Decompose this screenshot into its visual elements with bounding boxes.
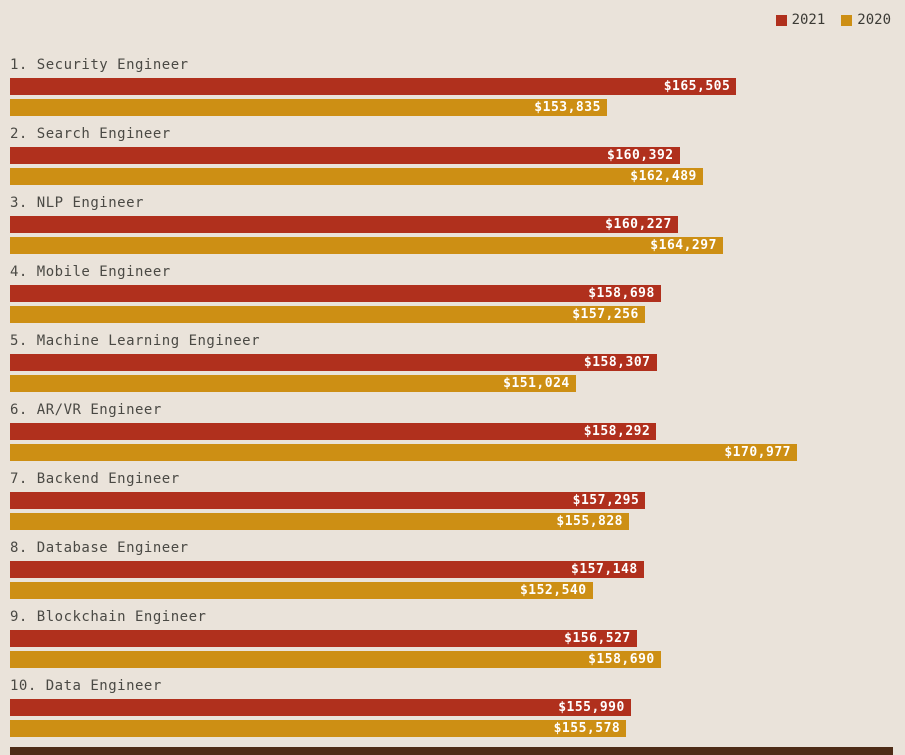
bar-2020: $162,489 xyxy=(10,168,703,185)
legend-item-2020: 2020 xyxy=(841,12,891,28)
bottom-strip xyxy=(10,747,893,755)
bar-group: 10. Data Engineer $155,990 $155,578 xyxy=(10,677,897,737)
bar-2020: $170,977 xyxy=(10,444,797,461)
bar-group: 1. Security Engineer $165,505 $153,835 xyxy=(10,56,897,116)
bar-value-label: $155,828 xyxy=(556,514,624,529)
bar-group: 3. NLP Engineer $160,227 $164,297 xyxy=(10,194,897,254)
bar-2020: $155,578 xyxy=(10,720,627,737)
legend-swatch-2020 xyxy=(841,14,853,26)
bar-2021: $157,295 xyxy=(10,492,646,509)
category-label: 5. Machine Learning Engineer xyxy=(10,333,261,349)
bar-group: 2. Search Engineer $160,392 $162,489 xyxy=(10,125,897,185)
bar-value-label: $152,540 xyxy=(519,583,587,598)
category-label: 3. NLP Engineer xyxy=(10,195,144,211)
bar-value-label: $157,148 xyxy=(571,562,638,577)
bar-value-label: $151,024 xyxy=(503,376,570,391)
bar-2020: $155,828 xyxy=(10,513,630,530)
bar-2020: $157,256 xyxy=(10,306,645,323)
bar-group: 6. AR/VR Engineer $158,292 $170,977 xyxy=(10,401,897,461)
legend-item-2021: 2021 xyxy=(775,12,826,28)
bar-chart: 1. Security Engineer $165,505 $153,835 2. S… xyxy=(10,56,897,746)
bar-value-label: $164,297 xyxy=(650,238,717,253)
bar-value-label: $156,527 xyxy=(564,631,631,646)
category-label: 10. Data Engineer xyxy=(10,678,162,694)
bar-value-label: $158,690 xyxy=(588,652,655,667)
bar-group: 9. Blockchain Engineer $156,527 $158,690 xyxy=(10,608,897,668)
bar-value-label: $153,835 xyxy=(534,100,601,115)
bar-value-label: $162,489 xyxy=(630,169,697,184)
category-label: 1. Security Engineer xyxy=(10,57,189,73)
bar-value-label: $157,295 xyxy=(572,493,640,508)
bar-value-label: $157,256 xyxy=(572,307,639,322)
bar-value-label: $158,698 xyxy=(588,286,655,301)
category-label: 2. Search Engineer xyxy=(10,126,171,142)
bar-2021: $156,527 xyxy=(10,630,637,647)
chart-legend: 2021 2020 xyxy=(775,12,891,28)
bar-value-label: $160,392 xyxy=(607,148,674,163)
category-label: 8. Database Engineer xyxy=(10,540,189,556)
bar-value-label: $158,307 xyxy=(583,355,651,370)
legend-swatch-2021 xyxy=(775,14,787,26)
category-label: 6. AR/VR Engineer xyxy=(10,402,162,418)
bar-2021: $155,990 xyxy=(10,699,631,716)
category-label: 9. Blockchain Engineer xyxy=(10,609,207,625)
bar-group: 8. Database Engineer $157,148 $152,540 xyxy=(10,539,897,599)
bar-2021: $158,307 xyxy=(10,354,657,371)
bar-2021: $165,505 xyxy=(10,78,737,95)
bar-2020: $164,297 xyxy=(10,237,723,254)
bar-2021: $158,698 xyxy=(10,285,661,302)
legend-label: 2021 xyxy=(791,12,826,28)
bar-value-label: $160,227 xyxy=(605,217,672,232)
bar-2021: $160,227 xyxy=(10,216,678,233)
category-label: 4. Mobile Engineer xyxy=(10,264,171,280)
legend-label: 2020 xyxy=(857,12,891,28)
bar-2020: $153,835 xyxy=(10,99,607,116)
bar-value-label: $165,505 xyxy=(663,79,731,94)
bar-value-label: $170,977 xyxy=(724,445,791,460)
bar-2021: $157,148 xyxy=(10,561,644,578)
bar-2021: $158,292 xyxy=(10,423,657,440)
bar-2020: $158,690 xyxy=(10,651,661,668)
bar-group: 7. Backend Engineer $157,295 $155,828 xyxy=(10,470,897,530)
bar-group: 5. Machine Learning Engineer $158,307 $151… xyxy=(10,332,897,392)
bar-2020: $152,540 xyxy=(10,582,593,599)
bar-2020: $151,024 xyxy=(10,375,576,392)
bar-value-label: $155,990 xyxy=(558,700,625,715)
category-label: 7. Backend Engineer xyxy=(10,471,180,487)
bar-group: 4. Mobile Engineer $158,698 $157,256 xyxy=(10,263,897,323)
bar-value-label: $155,578 xyxy=(553,721,621,736)
bar-2021: $160,392 xyxy=(10,147,680,164)
bar-value-label: $158,292 xyxy=(583,424,651,439)
